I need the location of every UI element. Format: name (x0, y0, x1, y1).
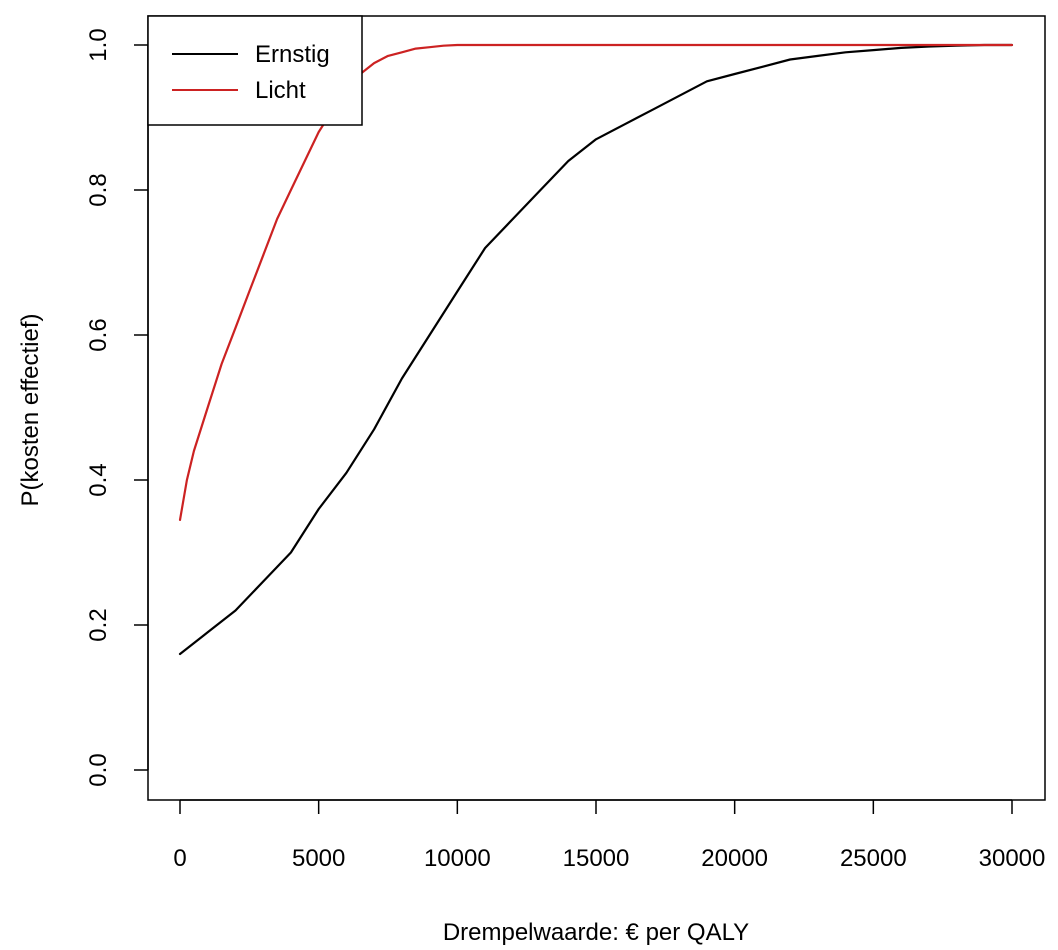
y-tick-label: 0.8 (85, 173, 112, 206)
x-tick-label: 20000 (701, 845, 768, 872)
y-axis-title: P(kosten effectief) (17, 314, 44, 507)
plot-frame (147, 15, 1046, 801)
x-axis: 0 5000 10000 15000 20000 25000 30000 (173, 799, 1046, 872)
x-axis-title: Drempelwaarde: € per QALY (443, 919, 749, 946)
x-tick-label: 30000 (979, 845, 1046, 872)
series-line-ernstig (178, 43, 1014, 656)
x-tick-label: 15000 (563, 845, 630, 872)
legend-label-licht: Licht (255, 77, 306, 104)
series-layer (178, 43, 1014, 656)
y-axis: 0.0 0.2 0.4 0.6 0.8 1.0 (85, 28, 149, 787)
y-tick-label: 0.0 (85, 753, 112, 786)
x-tick-label: 25000 (840, 845, 907, 872)
legend-box (147, 15, 363, 126)
y-tick-label: 1.0 (85, 28, 112, 61)
legend: Ernstig Licht (147, 15, 363, 126)
y-tick-label: 0.6 (85, 318, 112, 351)
y-tick-label: 0.4 (85, 463, 112, 496)
legend-label-ernstig: Ernstig (255, 41, 330, 68)
x-tick-label: 10000 (424, 845, 491, 872)
y-tick-label: 0.2 (85, 608, 112, 641)
x-tick-label: 0 (173, 845, 186, 872)
x-tick-label: 5000 (292, 845, 345, 872)
